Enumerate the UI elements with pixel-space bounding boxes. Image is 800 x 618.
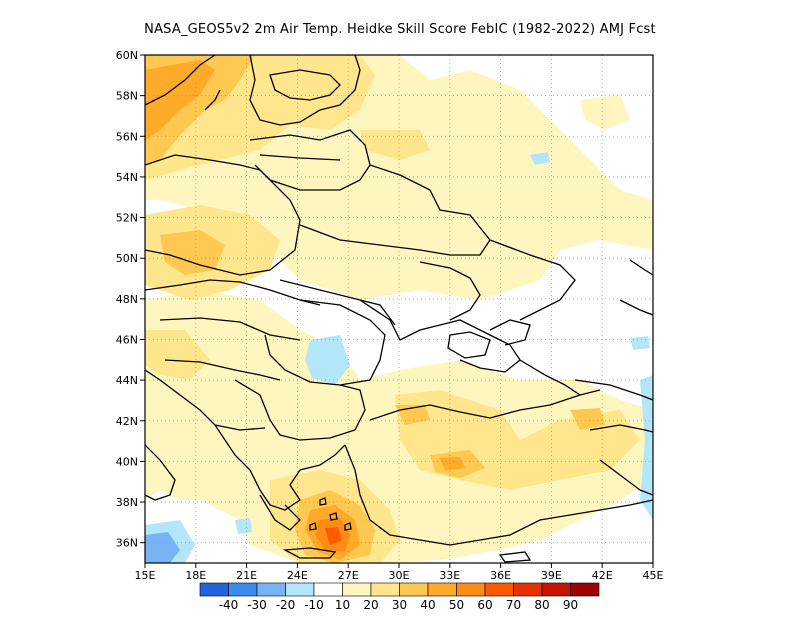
latitude-axis: 36N 38N 40N 42N 44N 46N 48N 50N 52N 54N 56N 58N 60N (116, 49, 145, 550)
colorbar-label: 50 (449, 598, 464, 612)
colorbar-swatch (199, 582, 229, 597)
lon-tick-label: 21E (236, 569, 257, 582)
colorbar-swatch (456, 582, 486, 597)
borders-layer (145, 55, 653, 563)
colorbar-swatch (313, 582, 343, 597)
colorbar-swatch (342, 582, 372, 597)
lat-tick-label: 56N (116, 130, 138, 143)
colorbar-label: 40 (420, 598, 435, 612)
lon-tick-label: 36E (490, 569, 511, 582)
longitude-axis: 15E 18E 21E 24E 27E 30E 33E 36E 39E 42E 45E (135, 563, 664, 582)
lat-tick-label: 52N (116, 212, 138, 225)
lon-tick-label: 30E (389, 569, 410, 582)
lon-tick-label: 39E (541, 569, 562, 582)
colorbar-swatch (256, 582, 286, 597)
map-title: NASA_GEOS5v2 2m Air Temp. Heidke Skill S… (144, 22, 656, 37)
grid-lines (145, 55, 653, 563)
colorbar-swatch (541, 582, 571, 597)
colorbar-label: 80 (534, 598, 549, 612)
lon-tick-label: 27E (338, 569, 359, 582)
colorbar-label: -20 (276, 598, 296, 612)
colorbar-swatch (399, 582, 429, 597)
colorbar-label: -10 (304, 598, 324, 612)
lat-tick-label: 50N (116, 252, 138, 265)
colorbar-swatch (570, 582, 600, 597)
lat-tick-label: 58N (116, 90, 138, 103)
lat-tick-label: 60N (116, 49, 138, 62)
colorbar-label: 20 (363, 598, 378, 612)
lon-tick-label: 42E (592, 569, 613, 582)
colorbar-label: -30 (247, 598, 267, 612)
colorbar-label: -40 (219, 598, 239, 612)
colorbar-label: 10 (335, 598, 350, 612)
colorbar-swatch (370, 582, 400, 597)
lat-tick-label: 36N (116, 537, 138, 550)
lat-tick-label: 38N (116, 496, 138, 509)
lat-tick-label: 44N (116, 374, 138, 387)
lon-tick-label: 18E (185, 569, 206, 582)
lat-tick-label: 48N (116, 293, 138, 306)
colorbar-swatch (484, 582, 514, 597)
lon-tick-label: 33E (439, 569, 460, 582)
lon-tick-label: 15E (135, 569, 156, 582)
lat-tick-label: 54N (116, 171, 138, 184)
colorbar-label: 60 (477, 598, 492, 612)
colorbar-swatch (427, 582, 457, 597)
colorbar-label: 30 (392, 598, 407, 612)
lat-tick-label: 46N (116, 333, 138, 346)
shading-layer (145, 55, 653, 563)
colorbar-swatch (228, 582, 258, 597)
colorbar-label: 70 (506, 598, 521, 612)
lon-tick-label: 45E (643, 569, 664, 582)
colorbar-swatch (513, 582, 543, 597)
lat-tick-label: 42N (116, 415, 138, 428)
lat-tick-label: 40N (116, 455, 138, 468)
colorbar-swatch (285, 582, 315, 597)
colorbar: -40 -30 -20 -10 10 20 30 40 50 60 70 80 90 (199, 582, 600, 612)
colorbar-label: 90 (563, 598, 578, 612)
lon-tick-label: 24E (287, 569, 308, 582)
